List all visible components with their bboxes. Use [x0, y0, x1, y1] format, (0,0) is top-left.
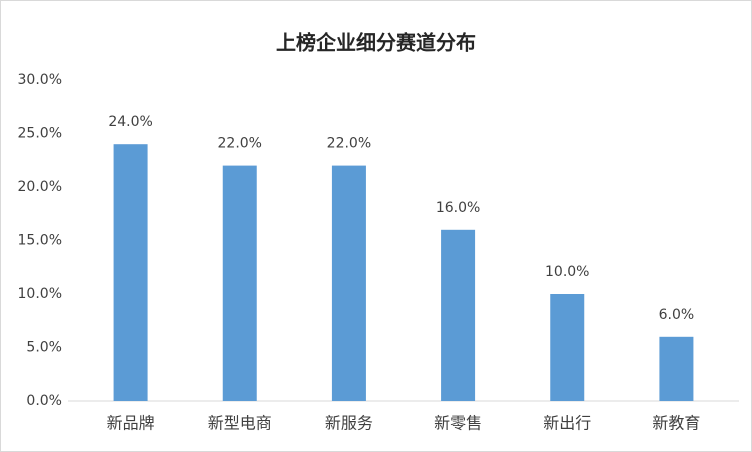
bar — [113, 144, 148, 401]
y-tick-label: 0.0% — [26, 393, 62, 409]
value-label: 24.0% — [108, 114, 152, 130]
bar — [441, 229, 476, 401]
y-tick-label: 15.0% — [18, 233, 62, 249]
x-tick-label: 新零售 — [434, 414, 482, 433]
x-tick-label: 新品牌 — [107, 414, 155, 433]
x-tick-label: 新型电商 — [208, 414, 272, 433]
bar — [550, 294, 585, 401]
value-label: 10.0% — [545, 264, 589, 280]
bar — [659, 336, 694, 401]
bar — [331, 165, 366, 401]
y-tick-label: 20.0% — [18, 179, 62, 195]
y-tick-label: 5.0% — [26, 340, 62, 356]
y-tick-label: 30.0% — [18, 72, 62, 88]
y-tick-label: 25.0% — [18, 126, 62, 142]
bar — [222, 165, 257, 401]
value-label: 16.0% — [436, 200, 480, 216]
x-tick-label: 新教育 — [652, 414, 700, 433]
chart-title: 上榜企业细分赛道分布 — [276, 31, 476, 55]
y-tick-label: 10.0% — [18, 286, 62, 302]
value-label: 22.0% — [218, 136, 262, 152]
value-label: 6.0% — [659, 307, 695, 323]
x-tick-label: 新出行 — [543, 414, 591, 433]
x-tick-label: 新服务 — [325, 414, 373, 433]
value-label: 22.0% — [327, 136, 371, 152]
